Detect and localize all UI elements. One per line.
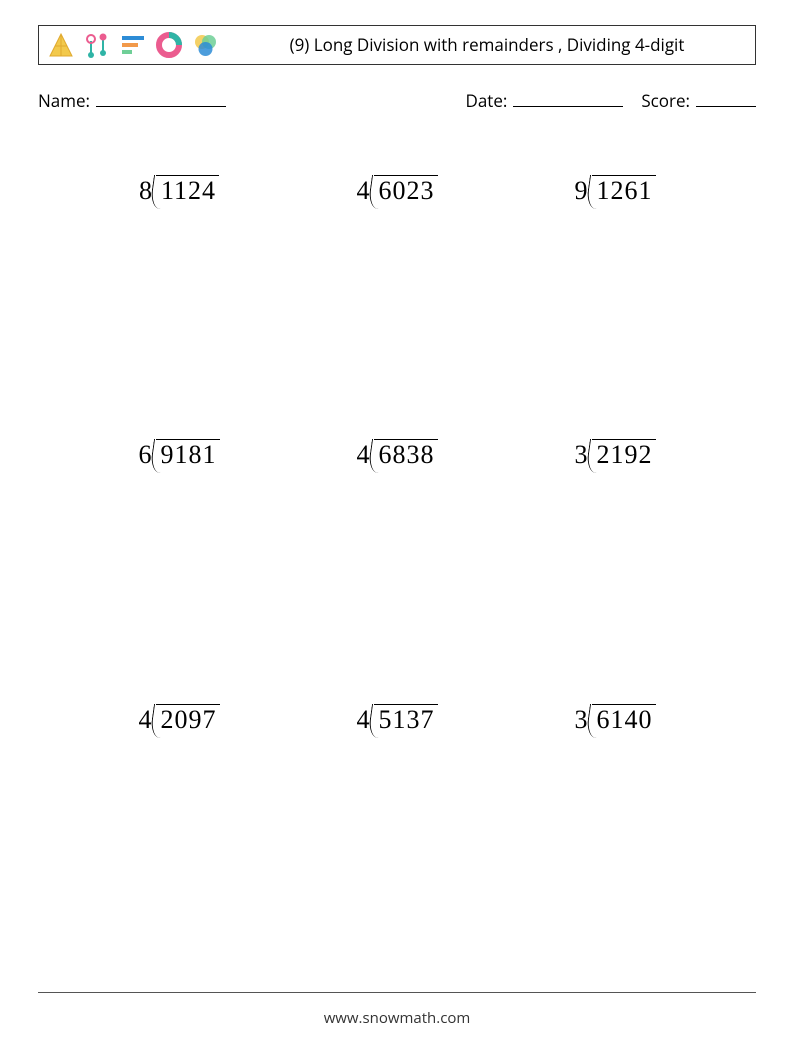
dividend: 1261 xyxy=(592,175,656,206)
problem: 91261 xyxy=(506,160,724,424)
score-label: Score: xyxy=(641,89,690,112)
divisor: 4 xyxy=(357,705,374,735)
header-bar: (9) Long Division with remainders , Divi… xyxy=(38,25,756,65)
problem: 36140 xyxy=(506,689,724,953)
problem: 81124 xyxy=(70,160,288,424)
dividend: 6023 xyxy=(374,175,438,206)
name-label: Name: xyxy=(38,89,90,112)
score-field: Score: xyxy=(641,88,756,112)
dividend: 2192 xyxy=(592,439,656,470)
date-label: Date: xyxy=(465,89,507,112)
triangle-icon xyxy=(47,31,75,59)
score-blank[interactable] xyxy=(696,88,756,107)
divisor: 9 xyxy=(575,176,592,206)
date-field: Date: xyxy=(465,88,623,112)
header-title: (9) Long Division with remainders , Divi… xyxy=(219,33,755,57)
dividend: 6140 xyxy=(592,704,656,735)
problems-grid: 8112446023912616918146838321924209745137… xyxy=(70,160,724,953)
name-blank[interactable] xyxy=(96,88,226,107)
dividend: 2097 xyxy=(156,704,220,735)
dividend: 5137 xyxy=(374,704,438,735)
problem: 45137 xyxy=(288,689,506,953)
divisor: 4 xyxy=(139,705,156,735)
divisor: 3 xyxy=(575,440,592,470)
problem: 32192 xyxy=(506,424,724,688)
venn-icon xyxy=(191,31,219,59)
name-field: Name: xyxy=(38,88,226,112)
dividend: 9181 xyxy=(156,439,220,470)
problem: 46838 xyxy=(288,424,506,688)
fields-row: Name: Date: Score: xyxy=(38,88,756,112)
donut-icon xyxy=(155,31,183,59)
dividend: 1124 xyxy=(156,175,219,206)
problem: 42097 xyxy=(70,689,288,953)
problem: 69181 xyxy=(70,424,288,688)
divisor: 4 xyxy=(357,176,374,206)
footer-divider xyxy=(38,992,756,993)
divisor: 4 xyxy=(357,440,374,470)
divisor: 6 xyxy=(139,440,156,470)
footer-url: www.snowmath.com xyxy=(0,1008,794,1028)
header-icons xyxy=(39,31,219,59)
dividend: 6838 xyxy=(374,439,438,470)
date-blank[interactable] xyxy=(513,88,623,107)
bars-icon xyxy=(119,31,147,59)
pins-icon xyxy=(83,31,111,59)
divisor: 3 xyxy=(575,705,592,735)
problem: 46023 xyxy=(288,160,506,424)
divisor: 8 xyxy=(139,176,156,206)
